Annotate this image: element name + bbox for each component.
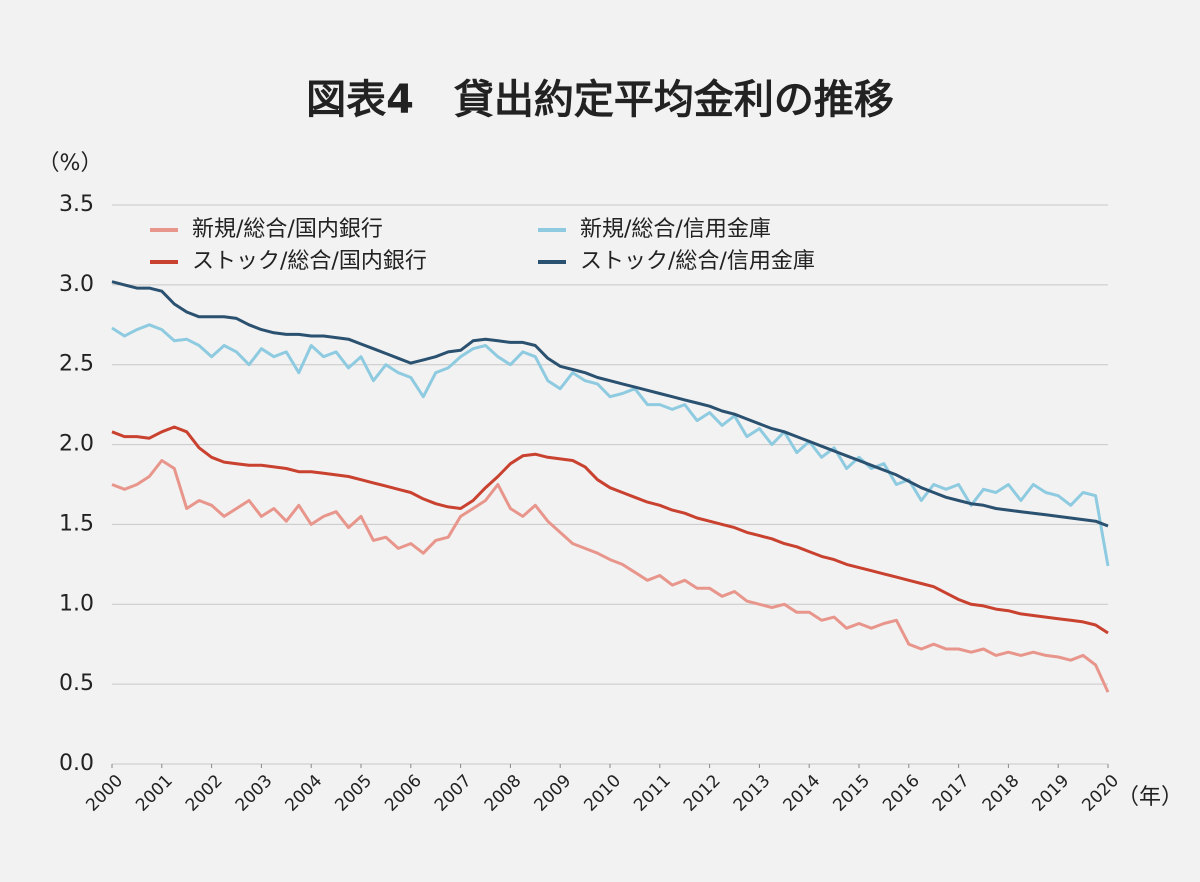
chart-title: 図表4 貸出約定平均金利の推移 [306, 77, 894, 123]
legend-label: 新規/総合/信用金庫 [580, 217, 771, 242]
y-tick-label: 0.5 [59, 671, 94, 696]
y-tick-label: 3.0 [59, 272, 94, 297]
y-tick-label: 2.0 [59, 432, 94, 457]
y-tick-label: 0.0 [59, 751, 94, 776]
series-line [111, 280, 1109, 528]
series-line [111, 425, 1109, 635]
y-axis-label: （%） [38, 151, 103, 176]
series-line [111, 459, 1110, 693]
y-tick-label: 2.5 [59, 352, 94, 377]
series-line [111, 323, 1110, 567]
legend-label: ストック/総合/信用金庫 [580, 249, 815, 274]
legend-label: ストック/総合/国内銀行 [192, 249, 427, 274]
legend-label: 新規/総合/国内銀行 [192, 217, 383, 242]
y-tick-label: 3.5 [59, 192, 94, 217]
y-tick-label: 1.0 [59, 591, 94, 616]
x-axis-label: （年） [1117, 785, 1183, 810]
y-tick-label: 1.5 [59, 511, 94, 536]
